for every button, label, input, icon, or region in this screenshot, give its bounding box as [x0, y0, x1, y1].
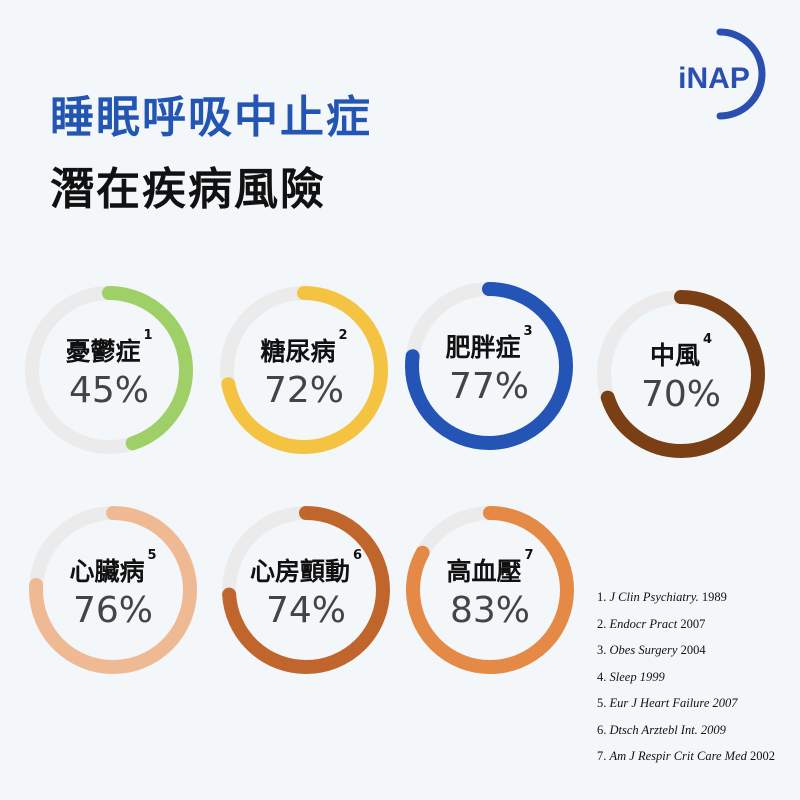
disease-name: 憂鬱症	[65, 337, 141, 366]
ref-number: 6	[352, 548, 363, 563]
disease-name: 高血壓	[446, 557, 522, 586]
ring-arc	[406, 506, 574, 674]
reference-item: 4. Sleep 1999	[597, 669, 665, 684]
disease-name: 中風	[649, 341, 700, 370]
ring-graphic	[405, 282, 573, 450]
ring-percent: 72%	[263, 370, 344, 411]
ref-number: 1	[143, 328, 153, 343]
logo-text: iNAP	[678, 62, 750, 95]
ref-number: 4	[702, 332, 713, 347]
ring-arc	[222, 506, 390, 674]
ring-graphic	[597, 290, 765, 458]
ring-graphic	[406, 506, 574, 674]
disease-name: 心臟病	[69, 557, 145, 586]
ring-arc	[405, 282, 573, 450]
ring-percent: 76%	[72, 590, 153, 631]
disease-name: 糖尿病	[260, 337, 336, 366]
ring-diabetes: 糖尿病2 72%	[214, 280, 394, 460]
title-line-1: 睡眠呼吸中止症	[50, 92, 372, 143]
ring-graphic	[222, 506, 390, 674]
ring-arc	[597, 290, 765, 458]
ring-stroke: 中風4 70%	[591, 284, 771, 464]
ring-percent: 45%	[68, 370, 149, 411]
ref-number: 2	[338, 328, 348, 343]
ring-label: 心房顫動6	[216, 548, 396, 588]
ring-arc	[220, 286, 388, 454]
title-line-2: 潛在疾病風險	[50, 164, 326, 215]
reference-item: 3. Obes Surgery 2004	[597, 643, 706, 657]
ring-atrial-fibrillation: 心房顫動6 74%	[216, 500, 396, 680]
ring-hypertension: 高血壓7 83%	[400, 500, 580, 680]
ring-label: 心臟病5	[23, 548, 203, 588]
ring-graphic	[220, 286, 388, 454]
ring-obesity: 肥胖症3 77%	[399, 276, 579, 456]
ring-percent: 77%	[448, 366, 529, 407]
ref-number: 5	[147, 548, 157, 563]
reference-item: 2. Endocr Pract 2007	[597, 616, 706, 631]
ring-label: 肥胖症3	[399, 324, 579, 364]
ref-number: 7	[524, 548, 534, 563]
disease-name: 肥胖症	[445, 333, 521, 362]
reference-item: 5. Eur J Heart Failure 2007	[597, 696, 738, 710]
ring-graphic	[25, 286, 193, 454]
ring-label: 憂鬱症1	[19, 328, 199, 368]
ring-percent: 74%	[265, 590, 346, 631]
references-list: 1. J Clin Psychiatry. 1989 2. Endocr Pra…	[597, 584, 775, 770]
ring-label: 高血壓7	[400, 548, 580, 588]
ref-number: 3	[523, 324, 533, 339]
reference-item: 1. J Clin Psychiatry. 1989	[597, 590, 727, 604]
reference-item: 6. Dtsch Arztebl Int. 2009	[597, 722, 726, 737]
ring-graphic	[29, 506, 197, 674]
inap-logo: iNAP	[678, 28, 766, 120]
reference-item: 7. Am J Respir Crit Care Med 2002	[597, 749, 775, 763]
ring-arc	[29, 506, 197, 674]
ring-depression: 憂鬱症1 45%	[19, 280, 199, 460]
ring-label: 糖尿病2	[214, 328, 394, 368]
ring-percent: 70%	[640, 374, 721, 415]
ring-heart-disease: 心臟病5 76%	[23, 500, 203, 680]
ring-percent: 83%	[449, 590, 530, 631]
ring-arc	[25, 286, 193, 454]
ring-label: 中風4	[591, 332, 771, 372]
disease-name: 心房顫動	[249, 557, 350, 586]
